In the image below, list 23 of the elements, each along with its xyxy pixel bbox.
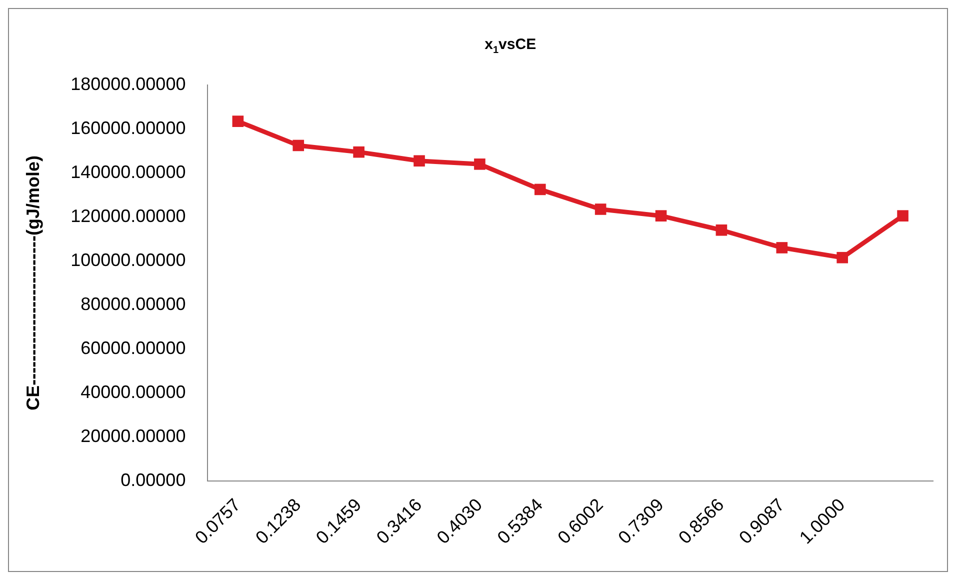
point (353, 146, 364, 158)
point (836, 252, 848, 264)
y-tick-label: 120000.00000 (70, 206, 186, 226)
y-tick-label: 60000.00000 (80, 338, 186, 358)
point (292, 140, 304, 152)
y-tick-label: 100000.00000 (70, 250, 186, 270)
y-tick-label: 80000.00000 (80, 294, 186, 314)
point (897, 210, 908, 222)
y-tick-label: 160000.00000 (70, 118, 186, 138)
y-tick-label: 20000.00000 (80, 426, 186, 446)
point (534, 184, 546, 196)
y-tick-label: 0.00000 (120, 470, 186, 490)
point (232, 116, 244, 127)
point (414, 155, 425, 167)
point (716, 224, 728, 236)
y-axis-title: CE-------------------------(gJ/mole) (22, 155, 43, 410)
point (655, 210, 667, 222)
y-tick-label: 180000.00000 (70, 74, 186, 94)
point (776, 242, 788, 254)
y-tick-label: 40000.00000 (80, 382, 186, 402)
y-tick-label: 140000.00000 (70, 162, 186, 182)
point (474, 158, 486, 170)
point (594, 204, 606, 215)
